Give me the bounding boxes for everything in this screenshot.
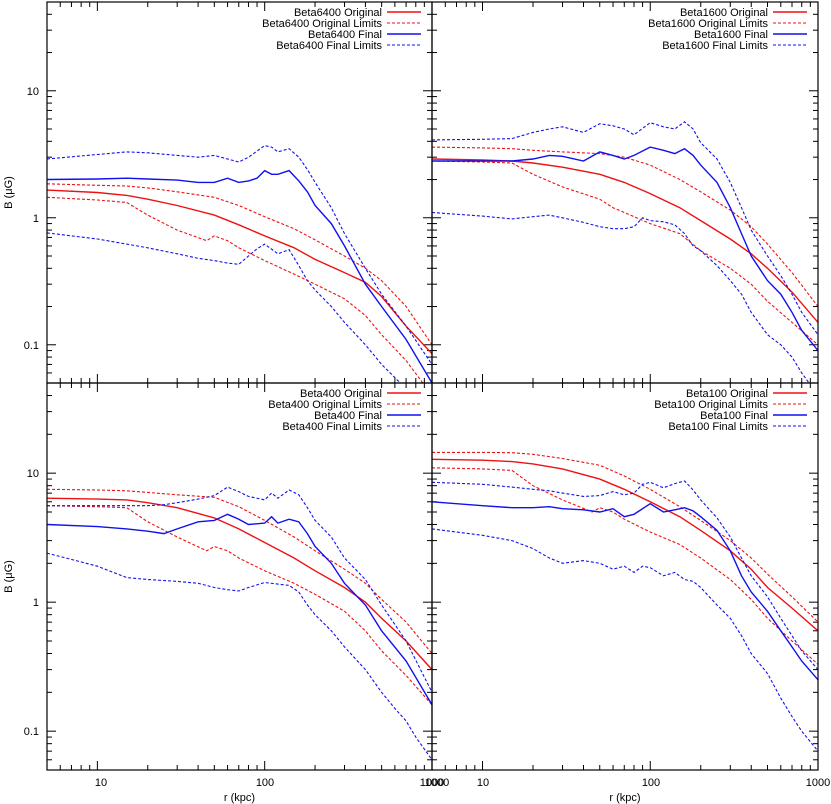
y-tick-label: 1	[33, 597, 39, 609]
legend-label: Beta1600 Final Limits	[662, 40, 768, 52]
y-tick-label: 10	[27, 468, 39, 480]
series-line-solid-final	[47, 513, 432, 706]
series-line-dashed-original	[432, 160, 818, 346]
legend-label: Beta100 Original	[686, 388, 768, 400]
legend-label: Beta400 Final Limits	[282, 421, 382, 433]
series-line-dashed-final	[47, 486, 432, 693]
x-tick-label: 1000	[420, 777, 444, 789]
axis-ticks	[431, 382, 819, 771]
series-line-dashed-final	[432, 480, 818, 670]
legend-label: Beta100 Final	[700, 410, 768, 422]
series-line-solid-final	[432, 146, 818, 352]
series-line-solid-original	[47, 497, 432, 671]
series-line-solid-final	[47, 169, 432, 383]
series-line-dashed-original	[432, 451, 818, 623]
axis-ticks	[46, 382, 433, 771]
legend-label: Beta6400 Final	[308, 29, 382, 41]
x-tick-label: 10	[477, 777, 489, 789]
series-line-dashed-final	[47, 552, 432, 761]
y-tick-label: 0.1	[24, 340, 39, 352]
legend-label: Beta400 Original	[300, 388, 382, 400]
x-axis-label: r (kpc)	[609, 792, 640, 804]
y-axis-label: B (μG)	[3, 560, 15, 593]
plot-frame	[46, 382, 433, 771]
axis-ticks	[431, 1, 819, 384]
series-line-dashed-final	[47, 145, 432, 365]
y-tick-label: 1	[33, 213, 39, 225]
panel-beta400: 0.1 1 10 10 100 1000 B (μG) r (kpc) Beta400 Orig…	[3, 382, 444, 804]
series-line-dashed-original	[432, 146, 818, 307]
y-axis-label: B (μG)	[3, 176, 15, 209]
series-line-dashed-final	[432, 528, 818, 752]
x-tick-label: 100	[256, 777, 274, 789]
series-line-dashed-final	[47, 232, 402, 383]
x-tick-label: 100	[642, 777, 660, 789]
y-tick-label: 0.1	[24, 726, 39, 738]
series-line-dashed-original	[47, 196, 424, 383]
series-line-solid-final	[432, 501, 818, 681]
legend-label: Beta1600 Final	[694, 29, 768, 41]
plot-frame	[431, 382, 819, 771]
x-axis-label: r (kpc)	[224, 792, 255, 804]
series-line-dashed-original	[47, 505, 432, 706]
legend-label: Beta6400 Final Limits	[276, 40, 382, 52]
legend-label: Beta1600 Original	[680, 7, 768, 19]
series-line-solid-original	[432, 158, 818, 323]
legend-label: Beta6400 Original	[294, 7, 382, 19]
series-line-dashed-final	[432, 121, 818, 336]
series-line-solid-original	[47, 189, 432, 355]
series-line-solid-original	[432, 458, 818, 632]
series-line-dashed-final	[432, 211, 810, 383]
x-tick-label: 10	[95, 777, 107, 789]
y-tick-label: 10	[27, 86, 39, 98]
legend-label: Beta100 Original Limits	[654, 399, 768, 411]
x-tick-label: 1000	[806, 777, 830, 789]
x-tick-label: 1000	[425, 777, 449, 789]
series-line-dashed-original	[47, 488, 432, 654]
series-line-dashed-original	[432, 467, 818, 665]
legend-label: Beta1600 Original Limits	[648, 18, 768, 30]
plot-frame	[431, 1, 819, 384]
legend-label: Beta6400 Original Limits	[262, 18, 382, 30]
legend-label: Beta400 Original Limits	[268, 399, 382, 411]
series-line-dashed-original	[47, 183, 432, 346]
legend-label: Beta400 Final	[314, 410, 382, 422]
legend-label: Beta100 Final Limits	[668, 421, 768, 433]
